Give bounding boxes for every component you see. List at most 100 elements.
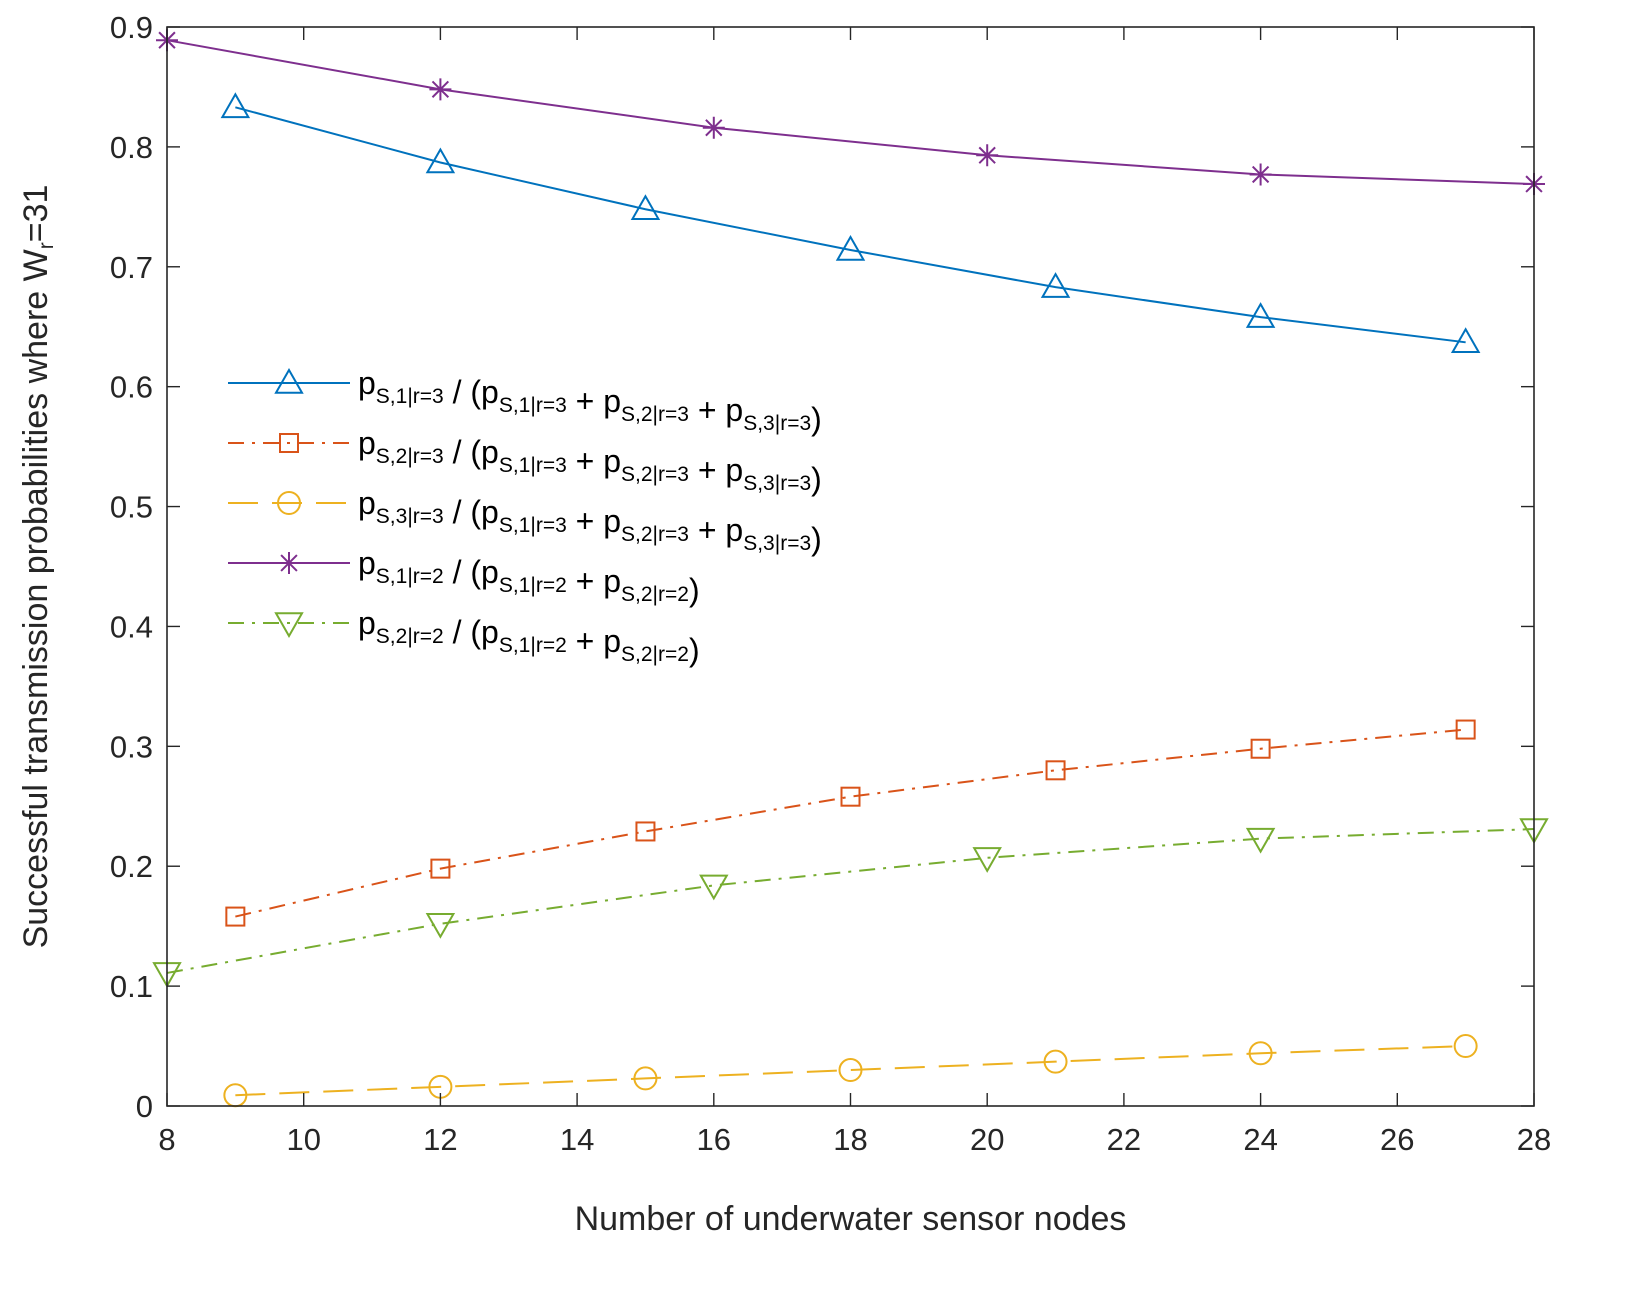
legend-label: pS,3|r=3 / (pS,1|r=3 + pS,2|r=3 + pS,3|r… bbox=[358, 485, 822, 557]
y-tick-label: 0.5 bbox=[110, 490, 153, 525]
series-2-point bbox=[1455, 719, 1476, 740]
legend-label-subscript: S,2|r=3 bbox=[621, 403, 689, 426]
series-1-point bbox=[835, 234, 866, 261]
series-2-point bbox=[635, 821, 656, 842]
series-4-point bbox=[702, 116, 725, 139]
legend-label-text: / (p bbox=[444, 374, 499, 410]
legend-label-text: / (p bbox=[444, 494, 499, 530]
legend-label: pS,2|r=2 / (pS,1|r=2 + pS,2|r=2) bbox=[358, 605, 700, 668]
x-tick-label: 10 bbox=[286, 1122, 320, 1157]
legend-label-text: / (p bbox=[444, 554, 499, 590]
legend-label-subscript: S,1|r=3 bbox=[499, 394, 567, 417]
y-tick-label: 0.2 bbox=[110, 849, 153, 884]
y-tick-label: 0.1 bbox=[110, 969, 153, 1004]
x-tick-label: 12 bbox=[423, 1122, 457, 1157]
series-3-point bbox=[838, 1058, 863, 1083]
legend-label-text: ) bbox=[811, 401, 822, 437]
x-tick-label: 18 bbox=[833, 1122, 867, 1157]
legend-label-text: + p bbox=[567, 563, 621, 599]
legend-label-text: ) bbox=[811, 521, 822, 557]
legend-label-subscript: S,1|r=2 bbox=[376, 565, 444, 588]
legend-marker bbox=[277, 491, 301, 515]
legend-entry-2: pS,2|r=3 / (pS,1|r=3 + pS,2|r=3 + pS,3|r… bbox=[228, 425, 822, 497]
series-5-point bbox=[699, 874, 729, 901]
x-tick-label: 14 bbox=[560, 1122, 594, 1157]
x-tick-label: 28 bbox=[1517, 1122, 1551, 1157]
y-tick-label: 0.9 bbox=[110, 10, 153, 45]
x-tick-label: 8 bbox=[158, 1122, 175, 1157]
legend-label-subscript: S,2|r=3 bbox=[621, 523, 689, 546]
series-1-point bbox=[1245, 302, 1276, 328]
x-tick-label: 20 bbox=[970, 1122, 1004, 1157]
x-tick-label: 24 bbox=[1243, 1122, 1277, 1157]
x-tick-label: 16 bbox=[697, 1122, 731, 1157]
y-tick-label: 0 bbox=[136, 1089, 153, 1124]
series-2 bbox=[225, 719, 1476, 927]
y-tick-label: 0.6 bbox=[110, 370, 153, 405]
y-tick-label: 0.4 bbox=[110, 609, 153, 644]
legend-label-text: + p bbox=[689, 512, 743, 548]
series-2-point bbox=[1045, 760, 1066, 781]
legend-label-subscript: S,2|r=2 bbox=[621, 583, 689, 606]
y-tick-label: 0.7 bbox=[110, 250, 153, 285]
legend-label-subscript: S,2|r=2 bbox=[376, 625, 444, 648]
series-4-line bbox=[166, 39, 1535, 186]
legend-marker bbox=[274, 612, 304, 639]
series-3-line bbox=[235, 1045, 1466, 1097]
legend-label-text: / (p bbox=[444, 614, 499, 650]
series-1-point bbox=[425, 147, 456, 174]
legend: pS,1|r=3 / (pS,1|r=3 + pS,2|r=3 + pS,3|r… bbox=[228, 365, 822, 668]
legend-marker bbox=[279, 433, 299, 453]
legend-label-subscript: S,3|r=3 bbox=[743, 412, 811, 435]
legend-label-text: + p bbox=[567, 383, 621, 419]
legend-label-subscript: S,3|r=3 bbox=[376, 505, 444, 528]
y-axis-title-main: Successful transmission probabilities wh… bbox=[17, 249, 55, 948]
series-1-point bbox=[630, 194, 661, 220]
legend-label-subscript: S,1|r=2 bbox=[499, 574, 567, 597]
series-1-point bbox=[220, 92, 251, 119]
legend-label-text: ) bbox=[689, 632, 700, 668]
series-2-point bbox=[225, 906, 246, 927]
y-tick-label: 0.3 bbox=[110, 729, 153, 764]
series-5-point bbox=[972, 847, 1002, 873]
legend-label-subscript: S,1|r=2 bbox=[499, 634, 567, 657]
legend-label-subscript: S,2|r=3 bbox=[376, 445, 444, 468]
legend-label-text: + p bbox=[567, 443, 621, 479]
y-tick-label: 0.8 bbox=[110, 130, 153, 165]
axes-layer: 8 10 12 14 16 18 20 22 24 26 28 0 0.1 0.2 0.3 0.4 0.5 0.6… bbox=[110, 10, 1551, 1157]
legend-label-subscript: S,2|r=3 bbox=[621, 463, 689, 486]
legend-label-subscript: S,3|r=3 bbox=[743, 532, 811, 555]
series-5-line bbox=[166, 828, 1535, 974]
legend-label-text: / (p bbox=[444, 434, 499, 470]
series-3-point bbox=[1043, 1049, 1068, 1074]
legend-entry-1: pS,1|r=3 / (pS,1|r=3 + pS,2|r=3 + pS,3|r… bbox=[228, 365, 822, 437]
legend-label-text: ) bbox=[811, 461, 822, 497]
legend-label-text: + p bbox=[567, 503, 621, 539]
legend-label: pS,1|r=2 / (pS,1|r=2 + pS,2|r=2) bbox=[358, 545, 700, 608]
legend-label-subscript: S,2|r=2 bbox=[621, 643, 689, 666]
legend-label-text: ) bbox=[689, 572, 700, 608]
series-2-point bbox=[1250, 738, 1271, 759]
series-4-point bbox=[429, 78, 452, 101]
y-axis-title-subscript: r bbox=[35, 242, 58, 249]
series-4-point bbox=[976, 144, 999, 167]
series-2-point bbox=[430, 858, 451, 879]
x-tick-label: 22 bbox=[1107, 1122, 1141, 1157]
y-axis-title-suffix: =31 bbox=[17, 185, 55, 243]
series-3-point bbox=[1453, 1034, 1478, 1059]
series-2-line bbox=[235, 728, 1466, 918]
legend-label-text: p bbox=[358, 485, 376, 521]
series-1-line bbox=[235, 106, 1466, 344]
legend-label-text: + p bbox=[567, 623, 621, 659]
legend-label-subscript: S,1|r=3 bbox=[499, 454, 567, 477]
legend-label-subscript: S,1|r=3 bbox=[499, 514, 567, 537]
legend-label-text: + p bbox=[689, 392, 743, 428]
legend-entry-4: pS,1|r=2 / (pS,1|r=2 + pS,2|r=2) bbox=[228, 545, 700, 608]
series-1-point bbox=[1040, 272, 1071, 298]
x-axis-title: Number of underwater sensor nodes bbox=[575, 1200, 1127, 1238]
series-5-point bbox=[1245, 827, 1276, 854]
legend-label: pS,1|r=3 / (pS,1|r=3 + pS,2|r=3 + pS,3|r… bbox=[358, 365, 822, 437]
